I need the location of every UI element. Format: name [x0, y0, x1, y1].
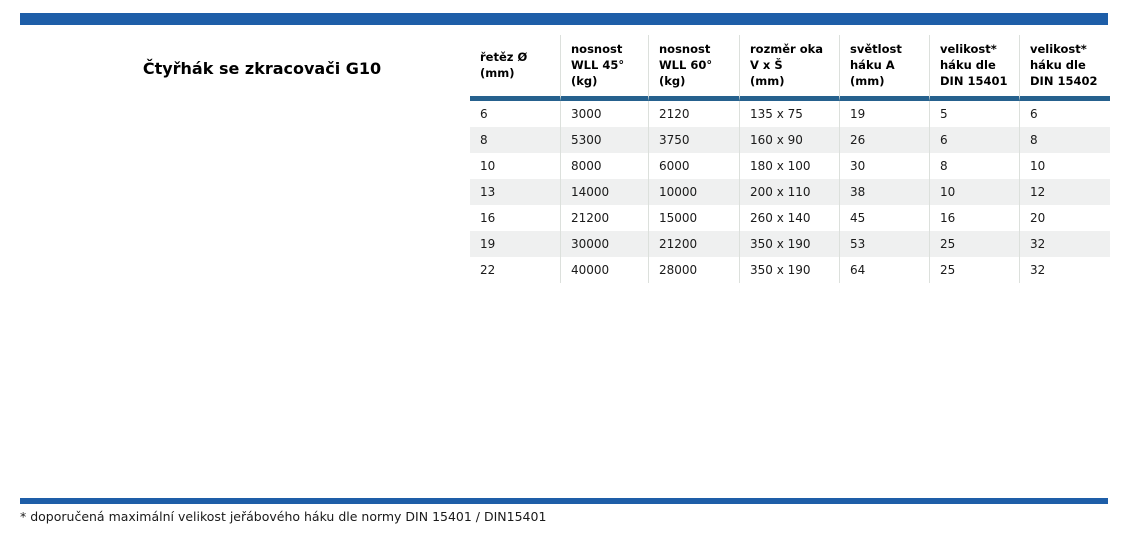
table-cell: 180 x 100	[739, 153, 839, 179]
column-header-6: velikost* háku dle DIN 15402	[1019, 35, 1110, 101]
table-cell: 32	[1019, 231, 1110, 257]
table-body: 6 3000 2120 135 x 75 19 5 6 8 5300 3750 160 x 90 26…	[470, 101, 1110, 283]
table-cell: 10	[470, 153, 560, 179]
table-cell: 8000	[560, 153, 648, 179]
bottom-divider-bar	[20, 498, 1108, 504]
table-cell: 6	[1019, 101, 1110, 127]
table-cell: 40000	[560, 257, 648, 283]
column-header-3: rozměr oka V x Š (mm)	[739, 35, 839, 101]
table-cell: 6	[470, 101, 560, 127]
table-cell: 8	[470, 127, 560, 153]
table-cell: 21200	[560, 205, 648, 231]
table-row: 19 30000 21200 350 x 190 53 25 32	[470, 231, 1110, 257]
table-cell: 19	[470, 231, 560, 257]
table-cell: 32	[1019, 257, 1110, 283]
table-cell: 15000	[648, 205, 739, 231]
footnote-text: * doporučená maximální velikost jeřábové…	[20, 509, 547, 524]
table-cell: 5300	[560, 127, 648, 153]
table-cell: 10	[929, 179, 1019, 205]
table-cell: 5	[929, 101, 1019, 127]
title-pane: Čtyřhák se zkracovači G10	[20, 35, 470, 101]
table-cell: 19	[839, 101, 929, 127]
column-header-4: světlost háku A (mm)	[839, 35, 929, 101]
table-cell: 28000	[648, 257, 739, 283]
table-cell: 10	[1019, 153, 1110, 179]
top-divider-bar	[20, 13, 1108, 25]
table-row: 10 8000 6000 180 x 100 30 8 10	[470, 153, 1110, 179]
table-cell: 53	[839, 231, 929, 257]
page-title: Čtyřhák se zkracovači G10	[142, 58, 382, 78]
table-cell: 200 x 110	[739, 179, 839, 205]
table-header-row: řetěz Ø (mm) nosnost WLL 45° (kg) nosnost …	[470, 35, 1110, 101]
table-cell: 45	[839, 205, 929, 231]
table-cell: 10000	[648, 179, 739, 205]
column-header-0: řetěz Ø (mm)	[470, 35, 560, 101]
table-cell: 160 x 90	[739, 127, 839, 153]
table-cell: 20	[1019, 205, 1110, 231]
table-cell: 26	[839, 127, 929, 153]
table-header: řetěz Ø (mm) nosnost WLL 45° (kg) nosnost …	[470, 35, 1110, 101]
table-cell: 14000	[560, 179, 648, 205]
table-cell: 6	[929, 127, 1019, 153]
table-cell: 25	[929, 257, 1019, 283]
column-header-5: velikost* háku dle DIN 15401	[929, 35, 1019, 101]
table-cell: 25	[929, 231, 1019, 257]
table-cell: 2120	[648, 101, 739, 127]
table-cell: 64	[839, 257, 929, 283]
table-cell: 135 x 75	[739, 101, 839, 127]
product-spec-table: řetěz Ø (mm) nosnost WLL 45° (kg) nosnost …	[470, 35, 1110, 283]
table-cell: 30000	[560, 231, 648, 257]
table-row: 13 14000 10000 200 x 110 38 10 12	[470, 179, 1110, 205]
table-cell: 13	[470, 179, 560, 205]
table-row: 6 3000 2120 135 x 75 19 5 6	[470, 101, 1110, 127]
table-cell: 21200	[648, 231, 739, 257]
table-cell: 16	[929, 205, 1019, 231]
table-cell: 6000	[648, 153, 739, 179]
column-header-1: nosnost WLL 45° (kg)	[560, 35, 648, 101]
table-cell: 350 x 190	[739, 231, 839, 257]
table-cell: 260 x 140	[739, 205, 839, 231]
table-cell: 30	[839, 153, 929, 179]
table-cell: 22	[470, 257, 560, 283]
column-header-2: nosnost WLL 60° (kg)	[648, 35, 739, 101]
table-cell: 8	[929, 153, 1019, 179]
table-row: 16 21200 15000 260 x 140 45 16 20	[470, 205, 1110, 231]
table-cell: 3750	[648, 127, 739, 153]
table-cell: 38	[839, 179, 929, 205]
table-cell: 350 x 190	[739, 257, 839, 283]
table-row: 8 5300 3750 160 x 90 26 6 8	[470, 127, 1110, 153]
table-cell: 3000	[560, 101, 648, 127]
table-cell: 12	[1019, 179, 1110, 205]
table-row: 22 40000 28000 350 x 190 64 25 32	[470, 257, 1110, 283]
table-cell: 16	[470, 205, 560, 231]
table-cell: 8	[1019, 127, 1110, 153]
